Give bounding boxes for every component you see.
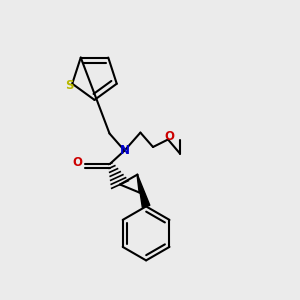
- Polygon shape: [137, 175, 150, 207]
- Text: O: O: [164, 130, 175, 143]
- Text: O: O: [73, 156, 83, 170]
- Text: S: S: [66, 79, 74, 92]
- Text: N: N: [119, 144, 130, 157]
